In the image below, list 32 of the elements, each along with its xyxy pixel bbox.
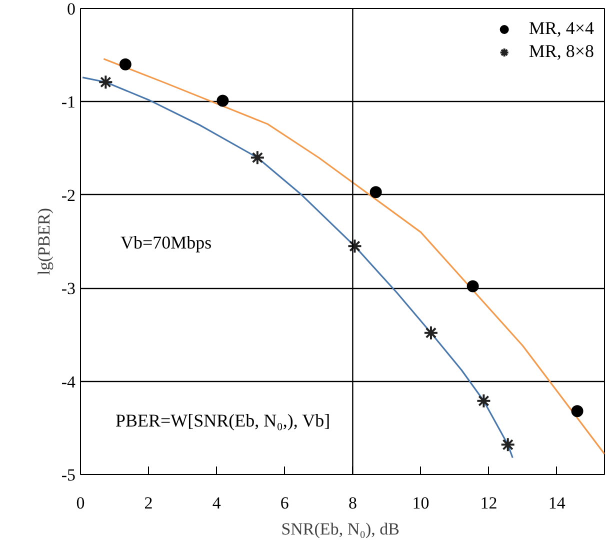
point xyxy=(466,280,479,292)
x-tick-label: 10 xyxy=(412,494,430,512)
point xyxy=(370,186,382,198)
point xyxy=(216,94,229,107)
x-tick-label: 14 xyxy=(548,494,566,512)
y-tick-label: -2 xyxy=(61,186,76,205)
x-tick-label: 12 xyxy=(480,494,498,512)
line-series xyxy=(102,58,604,455)
y-tick-label: 0 xyxy=(67,0,76,18)
x-tick-label: 4 xyxy=(212,494,222,512)
annotation: Vb=70Mbps xyxy=(120,232,212,252)
point xyxy=(476,393,492,408)
point xyxy=(423,325,438,340)
point xyxy=(347,238,362,254)
y-tick-label: -1 xyxy=(61,92,76,112)
y-tick-label: -4 xyxy=(61,372,76,392)
x-tick-label: 6 xyxy=(280,494,289,512)
point xyxy=(571,405,584,418)
x-tick-label: 2 xyxy=(144,494,153,512)
point xyxy=(250,150,265,166)
annotation: PBER=W[SNR(Eb, N₀,), Vb] xyxy=(116,410,330,430)
legend-label: MR, 8×8 xyxy=(528,41,594,62)
point xyxy=(98,74,114,90)
line-series xyxy=(82,76,514,459)
y-tick-label: -5 xyxy=(61,466,76,484)
point xyxy=(119,58,132,70)
y-tick-label: -3 xyxy=(61,279,76,298)
x-tick-label: 8 xyxy=(348,494,357,512)
y-axis-title: lg(PBER) xyxy=(34,208,54,276)
x-axis-title: SNR(Eb, N₀), dB xyxy=(281,520,400,538)
legend-label: MR, 4×4 xyxy=(528,18,594,39)
point xyxy=(500,437,516,452)
